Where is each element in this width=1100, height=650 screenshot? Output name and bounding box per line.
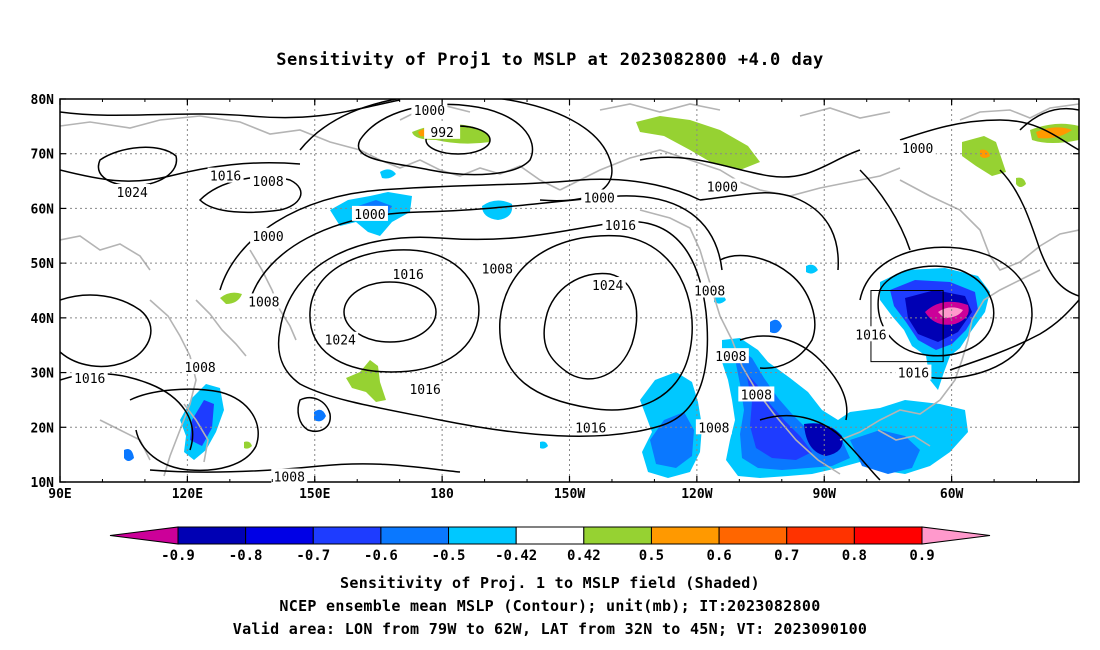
lat-label: 50N bbox=[31, 257, 55, 272]
lat-label: 80N bbox=[31, 93, 55, 108]
colorbar-label: 0.6 bbox=[706, 548, 731, 564]
contour-label: 1024 bbox=[325, 334, 356, 349]
shade-negative-small2 bbox=[314, 409, 326, 422]
colorbar-swatch bbox=[312, 526, 382, 545]
lat-label: 60N bbox=[31, 202, 55, 217]
shade-negative-small5 bbox=[770, 319, 782, 334]
contour-label: 1000 bbox=[414, 104, 445, 119]
colorbar-label: -0.8 bbox=[229, 548, 263, 564]
colorbar-label: 0.5 bbox=[639, 548, 664, 564]
shade-negative-gulf-core bbox=[804, 423, 843, 456]
lon-label: 90E bbox=[48, 487, 71, 502]
contour-label: 1016 bbox=[605, 219, 636, 234]
lon-label: 150E bbox=[299, 487, 330, 502]
colorbar-swatch bbox=[853, 526, 923, 545]
caption-valid-area: Valid area: LON from 79W to 62W, LAT fro… bbox=[232, 620, 868, 638]
shade-negative-small7 bbox=[540, 441, 548, 449]
colorbar-label: 0.8 bbox=[842, 548, 867, 564]
shade-negative-small1 bbox=[124, 449, 134, 461]
colorbar-swatch bbox=[650, 526, 720, 545]
contour-label: 1008 bbox=[184, 361, 215, 376]
contour-label: 1000 bbox=[707, 181, 738, 196]
caption-shaded: Sensitivity of Proj. 1 to MSLP field (Sh… bbox=[340, 574, 760, 592]
lon-label: 120E bbox=[172, 487, 203, 502]
colorbar-swatch bbox=[245, 526, 314, 545]
shade-negative-philippines-core bbox=[190, 400, 214, 446]
colorbar-swatch bbox=[515, 526, 585, 545]
colorbar-label: -0.5 bbox=[432, 548, 466, 564]
contour-label: 1008 bbox=[741, 388, 772, 403]
colorbar-swatch bbox=[718, 526, 788, 545]
shade-positive-alaska bbox=[636, 116, 760, 170]
colorbar-label: -0.42 bbox=[495, 548, 537, 564]
contour-label: 1016 bbox=[74, 372, 105, 387]
contour-label: 1016 bbox=[210, 170, 241, 185]
contour-label: 1016 bbox=[855, 328, 886, 343]
caption-contour: NCEP ensemble mean MSLP (Contour); unit(… bbox=[279, 597, 821, 615]
shade-negative-small6 bbox=[806, 264, 818, 274]
shade-positive-small2 bbox=[244, 441, 252, 449]
lat-label: 70N bbox=[31, 148, 55, 163]
contour-label: 1008 bbox=[252, 175, 283, 190]
contour-label: 1008 bbox=[248, 295, 279, 310]
shade-positive-midpacific bbox=[346, 360, 386, 402]
contour-labels: 1000 992 1024 1016 1008 1000 1000 1008 1016 1008 1… bbox=[71, 101, 936, 486]
colorbar-label: 0.9 bbox=[909, 548, 934, 564]
colorbar-label: 0.7 bbox=[774, 548, 799, 564]
mslp-contours bbox=[60, 99, 1079, 481]
colorbar-swatch bbox=[448, 526, 517, 545]
map-title: Sensitivity of Proj1 to MSLP at 20230828… bbox=[276, 50, 824, 70]
contour-label: 1016 bbox=[898, 367, 929, 382]
contour-label: 1008 bbox=[715, 350, 746, 365]
colorbar-label: -0.6 bbox=[364, 548, 398, 564]
shade-negative-small3 bbox=[380, 169, 396, 179]
contour-label: 1008 bbox=[698, 421, 729, 436]
colorbar-label: -0.7 bbox=[296, 548, 330, 564]
colorbar-swatch bbox=[380, 526, 450, 545]
lon-label: 90W bbox=[813, 487, 837, 502]
contour-label: 1000 bbox=[252, 230, 283, 245]
shade-negative-aleutian bbox=[482, 200, 513, 220]
colorbar-min-triangle bbox=[109, 526, 179, 545]
contour-label: 1000 bbox=[354, 208, 385, 223]
lon-label: 60W bbox=[940, 487, 964, 502]
colorbar-max-triangle bbox=[921, 526, 991, 545]
lat-label: 20N bbox=[31, 421, 55, 436]
shade-min-eastcoast-inner bbox=[938, 307, 963, 318]
contour-label: 992 bbox=[430, 126, 453, 141]
shade-negative-caribbean bbox=[850, 430, 920, 474]
contour-label: 1024 bbox=[592, 279, 623, 294]
contour-label: 1008 bbox=[274, 471, 305, 486]
lon-label: 150W bbox=[554, 487, 585, 502]
shade-positive-small1 bbox=[1016, 177, 1026, 187]
colorbar-label: -0.9 bbox=[161, 548, 195, 564]
contour-label: 1016 bbox=[409, 383, 440, 398]
lat-label: 10N bbox=[31, 476, 55, 491]
shade-positive-korea bbox=[220, 292, 242, 304]
contour-label: 1016 bbox=[575, 421, 606, 436]
colorbar-label: 0.42 bbox=[567, 548, 601, 564]
contour-label: 1000 bbox=[584, 191, 615, 206]
colorbar-swatch bbox=[786, 526, 855, 545]
colorbar: -0.9 -0.8 -0.7 -0.6 -0.5 -0.42 0.42 0.5 0.6 0.7 0.… bbox=[109, 526, 991, 564]
colorbar-swatch bbox=[177, 526, 247, 545]
colorbar-swatch bbox=[583, 526, 652, 545]
contour-label: 1016 bbox=[393, 268, 424, 283]
valid-area-box bbox=[870, 290, 944, 363]
lat-label: 40N bbox=[31, 312, 55, 327]
lat-label: 30N bbox=[31, 367, 55, 382]
lon-label: 180 bbox=[430, 487, 454, 502]
contour-label: 1008 bbox=[694, 285, 725, 300]
contour-label: 1024 bbox=[117, 186, 148, 201]
contour-label: 1000 bbox=[902, 142, 933, 157]
lon-label: 120W bbox=[681, 487, 712, 502]
contour-label: 1008 bbox=[482, 263, 513, 278]
